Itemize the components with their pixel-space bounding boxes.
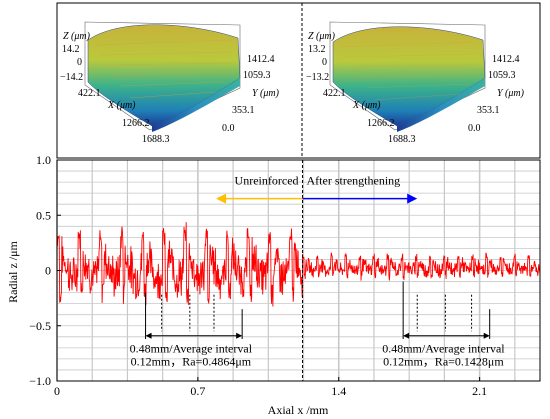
surface-left-top — [87, 24, 241, 127]
interval-arrow-head-right — [483, 332, 490, 339]
inset-right-y-tick-1: 1059.3 — [488, 70, 516, 81]
inset-left-y-tick-3: 0.0 — [222, 123, 235, 134]
inset-right-z-tick-mid: 0 — [322, 57, 327, 68]
inset-left-y-tick-1: 1059.3 — [243, 70, 271, 81]
inset-left-y-tick-2: 353.1 — [232, 105, 255, 116]
x-axis-title: Axial x /mm — [268, 403, 329, 417]
x-tick-label: 2.1 — [472, 384, 487, 398]
x-tick-label: 1.4 — [331, 384, 346, 398]
y-tick-label: 1.0 — [36, 153, 51, 167]
ra-label: 0.12mm，Ra=0.4864μm — [131, 355, 252, 369]
interval-label: 0.48mm/Average interval — [382, 341, 505, 355]
y-tick-label: −1.0 — [29, 374, 51, 388]
inset-right-y-tick-3: 0.0 — [468, 123, 481, 134]
region-labels: Unreinforced After strengthening — [215, 173, 418, 204]
interval-arrow-head-left — [145, 332, 152, 339]
inset-right-z-tick-bot: −13.2 — [306, 72, 329, 83]
inset-left-surface — [84, 21, 241, 132]
inset-right-surface — [329, 21, 486, 132]
surface-left-texture — [94, 39, 234, 99]
label-unreinforced: Unreinforced — [235, 173, 299, 187]
y-tick-label: 0 — [45, 264, 51, 278]
inset-right-y-tick-2: 353.1 — [477, 105, 500, 116]
inset-right-x-tick-0: 422.1 — [323, 88, 346, 99]
surface-left-side — [152, 78, 240, 132]
y-tick-label: 0.5 — [36, 208, 51, 222]
label-after-strengthening: After strengthening — [307, 173, 401, 187]
inset-right-x-tick-2: 1688.3 — [388, 134, 416, 145]
inset-left-z-tick-mid: 0 — [77, 57, 82, 68]
inset-left-y-tick-0: 1412.4 — [247, 54, 275, 65]
inset-left-z-label: Z (μm) — [63, 31, 91, 42]
y-tick-label: −0.5 — [29, 319, 51, 333]
profile-line — [56, 222, 541, 307]
surface-right-top — [332, 26, 486, 127]
inset-right-x-label: X (μm) — [352, 100, 381, 111]
surface-right-side — [397, 78, 485, 132]
inset-right-y-label: Y (μm) — [497, 88, 525, 99]
inset-right-z-tick-top: 13.2 — [308, 44, 326, 55]
surface-right-texture — [339, 41, 479, 101]
inset-right-z-label: Z (μm) — [308, 31, 336, 42]
inset-right-x-tick-1: 1266.2 — [367, 118, 395, 129]
inset-left-z-tick-bot: −14.2 — [60, 72, 83, 83]
inset-right-y-tick-0: 1412.4 — [492, 54, 520, 65]
x-tick-label: 0 — [54, 384, 60, 398]
y-axis-title: Radial z /μm — [6, 240, 20, 302]
inset-left-x-tick-2: 1688.3 — [142, 134, 170, 145]
inset-left-z-tick-top: 14.2 — [62, 44, 80, 55]
interval-arrow-head-left — [403, 332, 410, 339]
ra-label: 0.12mm，Ra=0.1428μm — [383, 355, 504, 369]
interval-label: 0.48mm/Average interval — [130, 341, 253, 355]
unreinforced-arrow-head — [215, 193, 227, 204]
inset-left-x-tick-0: 422.1 — [78, 88, 101, 99]
plot-axes: 1.00.50−0.5−1.00 0.7 1.4 2.1 — [29, 153, 541, 398]
interval-annotations: 0.48mm/Average interval0.12mm，Ra=0.4864μ… — [130, 281, 505, 369]
x-tick-label: 0.7 — [190, 384, 205, 398]
inset-left-x-tick-1: 1266.2 — [122, 118, 150, 129]
profile-series — [56, 222, 541, 307]
strengthening-arrow-head — [407, 193, 418, 204]
inset-left-y-label: Y (μm) — [252, 88, 280, 99]
interval-arrow-head-right — [236, 332, 243, 339]
inset-left-x-label: X (μm) — [107, 100, 136, 111]
